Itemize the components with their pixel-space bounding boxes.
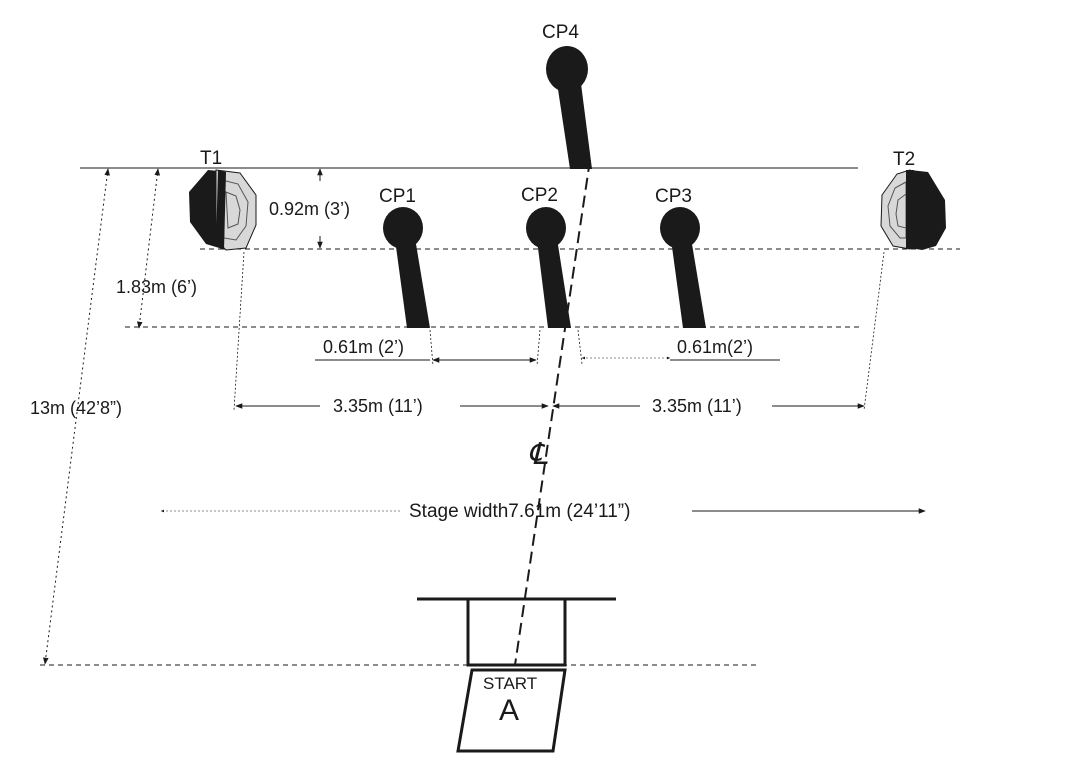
target-t1 (189, 169, 257, 251)
popper-cp4-label: CP4 (542, 22, 579, 43)
half-right-label: 3.35m (11’) (652, 396, 742, 416)
target-t2 (880, 169, 946, 250)
gap-left-label: 0.61m (2’) (323, 337, 404, 357)
popper-depth-label: 1.83m (6’) (116, 277, 197, 297)
target-offset-label: 0.92m (3’) (269, 199, 350, 219)
popper-cp1-label: CP1 (379, 186, 416, 207)
target-t1-label: T1 (200, 148, 222, 169)
popper-cp2-label: CP2 (521, 185, 558, 206)
gap-left-ext-b (536, 329, 541, 367)
half-left-ext (233, 251, 245, 411)
popper-depth-dimension (136, 168, 161, 329)
centerline-dashed (514, 159, 591, 666)
total-depth-dimension (43, 168, 110, 665)
gap-right-label: 0.61m(2’) (677, 337, 753, 357)
stage-width-label: Stage width7.61m (24’11”) (409, 501, 630, 522)
total-depth-label: 13m (42’8”) (30, 398, 122, 418)
target-t2-label: T2 (893, 149, 915, 170)
gap-left-ext-a (429, 329, 434, 367)
start-label: START (483, 674, 537, 693)
popper-cp3 (660, 207, 706, 328)
centerline-symbol: ℄ (528, 438, 548, 471)
popper-cp4 (546, 46, 592, 169)
popper-cp1 (383, 207, 430, 328)
half-right-ext (863, 251, 885, 411)
start-box-lower (456, 668, 567, 753)
start-box-upper (466, 599, 567, 667)
popper-cp3-label: CP3 (655, 186, 692, 207)
popper-cp2 (526, 207, 571, 328)
half-left-label: 3.35m (11’) (333, 396, 423, 416)
gap-right-ext-a (577, 329, 583, 365)
start-position-label: A (499, 694, 519, 727)
